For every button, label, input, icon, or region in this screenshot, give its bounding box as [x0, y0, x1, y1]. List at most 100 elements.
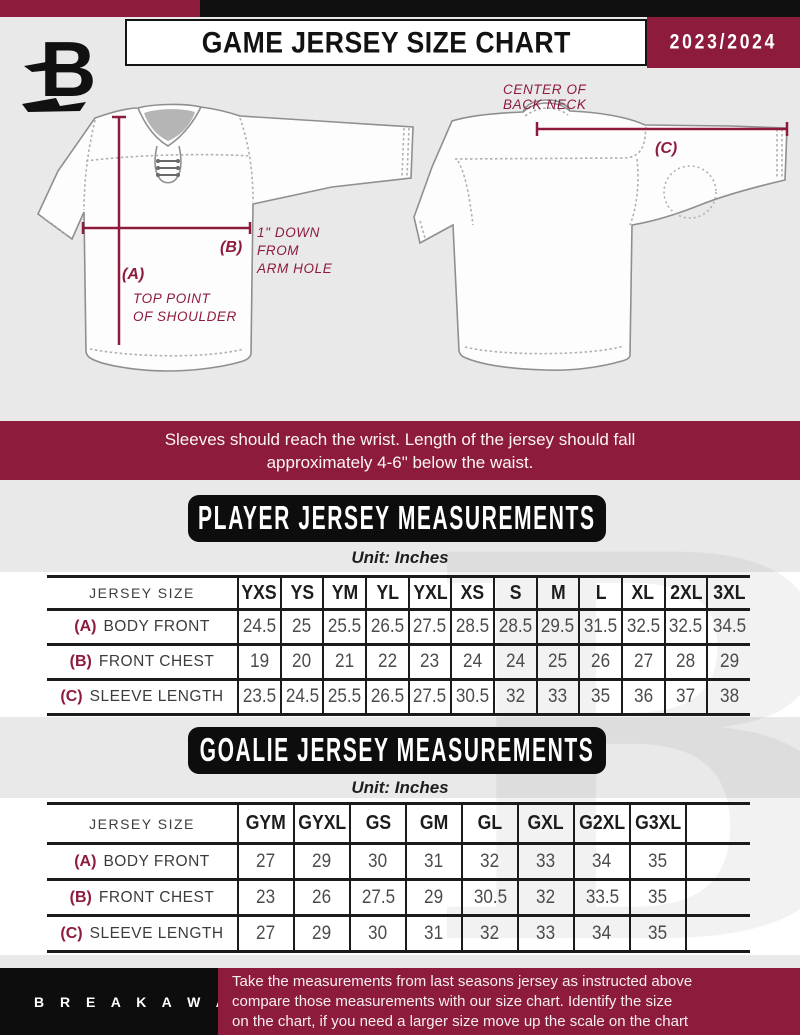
collar-lace	[158, 160, 178, 176]
value-cell: 36	[633, 686, 653, 707]
value-cell: 35	[648, 886, 668, 908]
value-cell: 24.5	[285, 686, 319, 707]
table-row: (B) FRONT CHEST 19 20 21 22 23 24 24 25 2…	[47, 643, 750, 680]
value-cell: 28.5	[455, 616, 490, 637]
value-cell: 29	[312, 850, 332, 872]
value-cell: 23	[256, 886, 276, 908]
value-cell: 27	[633, 651, 653, 672]
size-header-cell: 2XL	[669, 581, 703, 604]
size-header-cell: YXL	[412, 581, 448, 604]
value-cell: 34	[592, 922, 612, 944]
value-cell: 32	[505, 686, 525, 707]
value-cell: 32.5	[669, 616, 703, 637]
row-key: (C)	[60, 688, 83, 705]
size-header-cell: G2XL	[579, 811, 625, 835]
value-cell: 30	[368, 850, 388, 872]
value-cell: 33	[536, 922, 556, 944]
value-cell: 19	[249, 651, 269, 672]
table-row: (C) SLEEVE LENGTH 23.5 24.5 25.5 26.5 27.…	[47, 678, 750, 716]
player-unit-label: Unit: Inches	[351, 548, 449, 567]
player-section-title: PLAYER JERSEY MEASUREMENTS	[198, 499, 596, 537]
value-cell: 31	[424, 922, 444, 944]
value-cell: 35	[591, 686, 611, 707]
value-cell: 26.5	[370, 686, 404, 707]
season-badge: 2023/2024	[647, 17, 800, 68]
page-title: GAME JERSEY SIZE CHART	[201, 25, 571, 59]
footer-line2: compare those measurements with our size…	[232, 993, 673, 1010]
value-cell: 27.5	[413, 616, 447, 637]
back-stitching	[419, 107, 783, 355]
size-header-cell: XL	[632, 581, 655, 604]
row-label: BODY FRONT	[103, 618, 210, 635]
label-a: (A)	[122, 266, 144, 283]
label-b-note-line3: ARM HOLE	[256, 261, 333, 276]
size-header-cell: GYXL	[298, 811, 347, 835]
value-cell: 32	[480, 922, 500, 944]
table-row: (B) FRONT CHEST 23 26 27.5 29 30.5 32 33.…	[47, 878, 750, 916]
player-size-table: JERSEY SIZE YXS YS YM YL YXL XS S M L XL…	[47, 575, 750, 716]
label-c: (C)	[655, 140, 677, 157]
size-header-cell: GXL	[527, 811, 565, 835]
value-cell: 27.5	[361, 886, 395, 908]
jersey-size-header: JERSEY SIZE	[47, 802, 238, 844]
value-cell: 35	[648, 850, 668, 872]
value-cell: 26.5	[370, 616, 404, 637]
fit-instruction-banner: Sleeves should reach the wrist. Length o…	[0, 421, 800, 480]
size-header-cell: GL	[477, 811, 503, 835]
player-section-title-box: PLAYER JERSEY MEASUREMENTS	[188, 495, 606, 542]
season-label: 2023/2024	[669, 30, 778, 54]
value-cell: 30.5	[455, 686, 490, 707]
value-cell: 27.5	[413, 686, 447, 707]
size-header-cell: M	[550, 581, 566, 604]
footer-brand-block: B B R E A K A W A Y	[0, 968, 250, 1035]
jersey-size-header: JERSEY SIZE	[47, 575, 239, 610]
footer-line3: on the chart, if you need a larger size …	[232, 1013, 689, 1030]
row-key: (C)	[60, 924, 83, 942]
row-label: SLEEVE LENGTH	[89, 688, 224, 705]
value-cell: 29	[719, 651, 739, 672]
top-black-strip	[200, 0, 800, 17]
page-title-box: GAME JERSEY SIZE CHART	[125, 19, 647, 66]
row-key: (B)	[69, 888, 92, 906]
size-header-cell: L	[595, 581, 606, 604]
value-cell: 29	[312, 922, 332, 944]
value-cell: 38	[719, 686, 739, 707]
value-cell: 26	[591, 651, 611, 672]
value-cell: 32.5	[626, 616, 660, 637]
value-cell: 25	[548, 651, 568, 672]
table-row: JERSEY SIZE YXS YS YM YL YXL XS S M L XL…	[47, 575, 750, 610]
value-cell: 29	[424, 886, 444, 908]
label-b-note-line2: FROM	[257, 243, 299, 258]
back-jersey-drawing	[413, 99, 788, 371]
goalie-size-table: JERSEY SIZE GYM GYXL GS GM GL GXL G2XL G…	[47, 802, 750, 953]
banner-line1: Sleeves should reach the wrist. Length o…	[164, 430, 636, 449]
value-cell: 37	[676, 686, 696, 707]
breakaway-b-logo: B	[22, 25, 96, 113]
size-header-cell: GM	[419, 811, 449, 835]
value-cell: 26	[312, 886, 332, 908]
value-cell: 34.5	[712, 616, 746, 637]
value-cell: 22	[377, 651, 397, 672]
row-label: SLEEVE LENGTH	[89, 924, 224, 942]
value-cell: 23.5	[242, 686, 276, 707]
value-cell: 30	[368, 922, 388, 944]
table-row: JERSEY SIZE GYM GYXL GS GM GL GXL G2XL G…	[47, 802, 750, 844]
value-cell: 31	[424, 850, 444, 872]
footer-line1: Take the measurements from last seasons …	[232, 973, 693, 990]
row-key: (B)	[69, 653, 92, 670]
row-label: FRONT CHEST	[98, 653, 215, 670]
footer-instructions: Take the measurements from last seasons …	[218, 968, 800, 1035]
size-header-cell: S	[509, 581, 522, 604]
value-cell: 27	[256, 922, 276, 944]
size-header-cell: G3XL	[635, 811, 681, 835]
label-a-note-line1: TOP POINT	[133, 291, 212, 306]
size-header-cell: GS	[365, 811, 391, 835]
value-cell: 32	[480, 850, 500, 872]
size-header-cell: GYM	[245, 811, 287, 835]
value-cell: 24	[505, 651, 525, 672]
row-key: (A)	[74, 852, 97, 870]
value-cell: 31.5	[583, 616, 618, 637]
label-c-note-line2: BACK NECK	[503, 97, 587, 112]
row-label: BODY FRONT	[103, 852, 210, 870]
value-cell: 33.5	[585, 886, 619, 908]
